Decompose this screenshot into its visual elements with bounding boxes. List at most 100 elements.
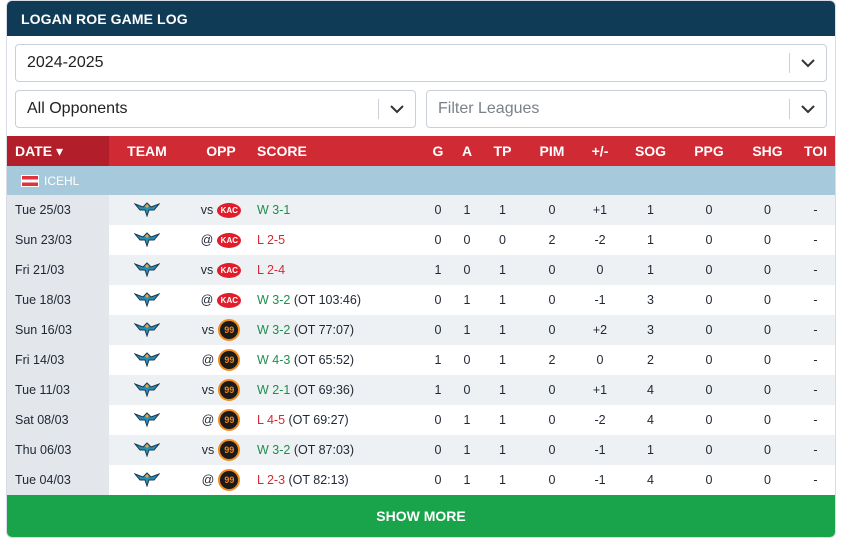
col-ppg[interactable]: PPG xyxy=(694,143,724,159)
leagues-filter-placeholder: Filter Leagues xyxy=(438,100,540,117)
opp-cell[interactable]: vs 99 xyxy=(185,435,257,465)
opponents-select[interactable]: All Opponents xyxy=(15,90,416,128)
score-cell[interactable]: L 2-4 xyxy=(257,255,419,285)
team-cell xyxy=(109,345,185,375)
game-result-link[interactable]: W 4-3 xyxy=(257,353,291,367)
stat-a: 1 xyxy=(463,293,471,307)
team-cell xyxy=(109,225,185,255)
game-result-link[interactable]: W 3-1 xyxy=(257,203,291,217)
col-sog[interactable]: SOG xyxy=(634,143,667,159)
game-result-link[interactable]: W 2-1 xyxy=(257,383,291,397)
stat-pim: 0 xyxy=(548,203,556,217)
col-date[interactable]: DATE ▾ xyxy=(7,136,109,166)
stat-g: 0 xyxy=(434,203,442,217)
stat-ppg: 0 xyxy=(705,323,713,337)
game-result-link[interactable]: L 2-4 xyxy=(257,263,286,277)
stat-toi: - xyxy=(813,233,818,247)
location-indicator: @ xyxy=(201,353,215,367)
stat-a: 1 xyxy=(463,413,471,427)
opp-cell[interactable]: vs 99 xyxy=(185,315,257,345)
location-indicator: @ xyxy=(201,413,215,427)
opp-cell[interactable]: @99 xyxy=(185,465,257,495)
col-tp[interactable]: TP xyxy=(493,143,512,159)
table-row[interactable]: Tue 04/03 @99 L 2-3 (OT 82:13) 0 1 1 0 -1 4 0 0- xyxy=(7,465,835,495)
col-toi[interactable]: TOI xyxy=(803,143,828,159)
99ers-logo-icon: 99 xyxy=(218,469,241,491)
game-result-link[interactable]: L 2-3 xyxy=(257,473,286,487)
game-result-link[interactable]: W 3-2 xyxy=(257,443,291,457)
opp-cell[interactable]: @99 xyxy=(185,345,257,375)
stat-a: 0 xyxy=(463,353,471,367)
col-a[interactable]: A xyxy=(461,143,473,159)
stat-ppg: 0 xyxy=(705,233,713,247)
stat-toi: - xyxy=(813,383,818,397)
score-cell[interactable]: W 2-1 (OT 69:36) xyxy=(257,375,419,405)
game-result-link[interactable]: W 3-2 xyxy=(257,323,291,337)
stat-tp: 1 xyxy=(499,383,506,397)
table-row[interactable]: Fri 14/03 @99 W 4-3 (OT 65:52) 1 0 1 2 0 2 0 0- xyxy=(7,345,835,375)
table-header-row: DATE ▾ TEAM OPP SCORE G A TP PIM +/- SOG… xyxy=(7,136,835,166)
stat-tp: 0 xyxy=(499,233,506,247)
team-cell xyxy=(109,375,185,405)
score-cell[interactable]: L 2-5 xyxy=(257,225,419,255)
austria-flag-icon xyxy=(21,174,39,187)
overtime-detail: (OT 87:03) xyxy=(290,443,355,457)
game-result-link[interactable]: W 3-2 xyxy=(257,293,291,307)
table-row[interactable]: Tue 11/03 vs 99 W 2-1 (OT 69:36) 1 0 1 0 +1 4 0 0- xyxy=(7,375,835,405)
stat-g: 1 xyxy=(434,263,442,277)
opp-cell[interactable]: @99 xyxy=(185,405,257,435)
col-shg[interactable]: SHG xyxy=(752,143,783,159)
score-cell[interactable]: W 3-1 xyxy=(257,195,419,225)
col-g[interactable]: G xyxy=(432,143,444,159)
stat-pim: 2 xyxy=(548,353,556,367)
score-cell[interactable]: L 4-5 (OT 69:27) xyxy=(257,405,419,435)
stat-tp: 1 xyxy=(499,413,506,427)
opp-cell[interactable]: vs KAC xyxy=(185,255,257,285)
stat-ppg: 0 xyxy=(705,293,713,307)
score-cell[interactable]: W 3-2 (OT 77:07) xyxy=(257,315,419,345)
table-row[interactable]: Fri 21/03 vs KAC L 2-4 1 0 1 0 0 1 0 0- xyxy=(7,255,835,285)
table-row[interactable]: Tue 18/03 @ KAC W 3-2 (OT 103:46) 0 1 1 0 -1 3 0 0- xyxy=(7,285,835,315)
table-row[interactable]: Thu 06/03 vs 99 W 3-2 (OT 87:03) 0 1 1 0 -1 1 0 0- xyxy=(7,435,835,465)
stat-tp: 1 xyxy=(499,473,506,487)
col-team[interactable]: TEAM xyxy=(127,143,167,159)
score-cell[interactable]: W 3-2 (OT 103:46) xyxy=(257,285,419,315)
table-row[interactable]: Tue 25/03 vs KAC W 3-1 0 1 1 0 +1 1 0 0- xyxy=(7,195,835,225)
eagle-logo-icon xyxy=(133,201,161,220)
score-cell[interactable]: W 4-3 (OT 65:52) xyxy=(257,345,419,375)
season-select[interactable]: 2024-2025 xyxy=(15,44,827,82)
opp-cell[interactable]: @ KAC xyxy=(185,225,257,255)
leagues-filter[interactable]: Filter Leagues xyxy=(426,90,827,128)
stat-pim: 0 xyxy=(548,473,556,487)
stat-ppg: 0 xyxy=(705,263,713,277)
opp-cell[interactable]: vs KAC xyxy=(185,195,257,225)
chevron-down-icon[interactable] xyxy=(790,58,826,68)
col-pim[interactable]: PIM xyxy=(539,143,565,159)
table-row[interactable]: Sat 08/03 @99 L 4-5 (OT 69:27) 0 1 1 0 -2 4 0 0- xyxy=(7,405,835,435)
game-result-link[interactable]: L 2-5 xyxy=(257,233,286,247)
kac-logo-icon: KAC xyxy=(217,232,242,248)
stat-ppg: 0 xyxy=(705,353,713,367)
show-more-button[interactable]: SHOW MORE xyxy=(7,495,835,537)
opp-cell[interactable]: vs 99 xyxy=(185,375,257,405)
eagle-logo-icon xyxy=(133,351,161,370)
eagle-logo-icon xyxy=(133,381,161,400)
score-cell[interactable]: W 3-2 (OT 87:03) xyxy=(257,435,419,465)
stat-toi: - xyxy=(813,263,818,277)
col-plus-minus[interactable]: +/- xyxy=(591,143,609,159)
chevron-down-icon[interactable] xyxy=(790,104,826,114)
overtime-detail: (OT 77:07) xyxy=(290,323,355,337)
game-result-link[interactable]: L 4-5 xyxy=(257,413,286,427)
stat-sog: 3 xyxy=(647,323,654,337)
col-score[interactable]: SCORE xyxy=(257,143,307,159)
table-row[interactable]: Sun 16/03 vs 99 W 3-2 (OT 77:07) 0 1 1 0 +2 3 0 0- xyxy=(7,315,835,345)
score-cell[interactable]: L 2-3 (OT 82:13) xyxy=(257,465,419,495)
stat-g: 0 xyxy=(434,293,442,307)
stat-g: 1 xyxy=(434,353,442,367)
opp-cell[interactable]: @ KAC xyxy=(185,285,257,315)
col-opp[interactable]: OPP xyxy=(206,143,236,159)
stat-pim: 0 xyxy=(548,443,556,457)
table-row[interactable]: Sun 23/03 @ KAC L 2-5 0 0 0 2 -2 1 0 0- xyxy=(7,225,835,255)
stat-g: 1 xyxy=(434,383,442,397)
chevron-down-icon[interactable] xyxy=(379,104,415,114)
